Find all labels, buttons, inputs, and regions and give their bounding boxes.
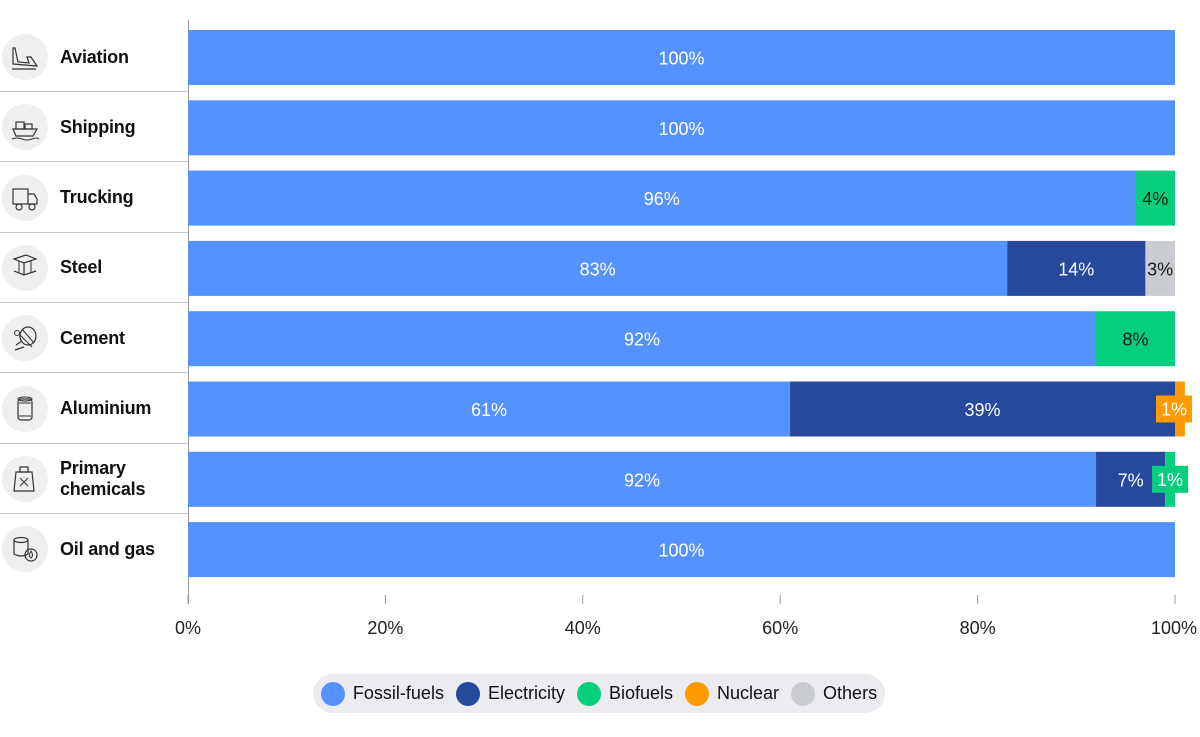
data-label: 83%	[580, 259, 616, 279]
category-label: Cement	[60, 327, 125, 348]
bar-segment-others	[1145, 240, 1175, 296]
legend-label: Nuclear	[717, 683, 780, 703]
legend-label: Fossil-fuels	[352, 683, 444, 703]
legend-swatch	[685, 681, 710, 706]
legend-swatch	[320, 681, 345, 706]
bar-segment-biofuels	[1135, 170, 1175, 226]
bar-segment-electricity	[1007, 240, 1146, 296]
data-label: 1%	[1157, 470, 1183, 490]
category-row-label: Aluminium	[0, 374, 188, 444]
data-label: 96%	[644, 189, 680, 209]
data-label: 4%	[1142, 189, 1168, 209]
chemical-canister-icon	[2, 455, 48, 502]
legend-item: Electricity	[455, 681, 565, 706]
category-label: Shipping	[60, 116, 136, 137]
category-row-label: Cement	[0, 303, 188, 374]
data-label-tag	[1152, 465, 1189, 493]
data-label: 3%	[1147, 259, 1173, 279]
can-icon	[2, 385, 48, 432]
data-label: 92%	[624, 330, 660, 350]
legend-swatch	[576, 681, 601, 706]
x-tick-label: 20%	[367, 618, 403, 638]
legend-item: Biofuels	[576, 681, 674, 706]
x-tick-label: 40%	[565, 618, 601, 638]
category-label: Primary chemicals	[60, 457, 146, 499]
legend-item: Nuclear	[685, 681, 780, 706]
legend: Fossil-fuels Electricity Biofuels Nuclear Ot…	[313, 674, 885, 713]
category-label: Oil and gas	[60, 538, 155, 559]
airplane-icon	[2, 34, 48, 80]
data-label: 8%	[1123, 330, 1149, 350]
category-row-label: Trucking	[0, 163, 188, 233]
bar-segment-electricity	[790, 381, 1175, 437]
category-row-label: Shipping	[0, 92, 188, 163]
data-label: 61%	[471, 400, 507, 420]
category-row-label: Oil and gas	[0, 514, 188, 584]
x-tick-label: 80%	[960, 618, 996, 638]
legend-item: Others	[791, 681, 878, 706]
bar-segment-biofuels	[1096, 311, 1175, 367]
data-label: 100%	[658, 49, 704, 69]
category-row-label: Aviation	[0, 22, 188, 92]
legend-swatch	[791, 681, 816, 706]
data-label: 39%	[965, 400, 1001, 420]
category-row-label: Steel	[0, 233, 188, 303]
category-label: Aluminium	[60, 398, 152, 418]
data-label: 7%	[1118, 470, 1144, 490]
bar-segment-fossil-fuels	[188, 30, 1175, 85]
data-label-tag	[1156, 395, 1192, 423]
data-label: 100%	[658, 541, 704, 561]
truck-icon	[2, 174, 48, 221]
bar-segment-fossil-fuels	[188, 381, 791, 437]
steel-beam-icon	[2, 244, 48, 291]
oil-barrel-icon	[2, 526, 48, 573]
x-tick-label: 60%	[762, 618, 798, 638]
bar-segment-fossil-fuels	[188, 522, 1175, 578]
data-label: 1%	[1161, 400, 1187, 420]
data-label: 92%	[624, 470, 660, 490]
data-label: 14%	[1058, 259, 1094, 279]
x-tick-label: 100%	[1151, 618, 1197, 638]
bar-segment-fossil-fuels	[188, 170, 1136, 226]
category-row-label: Primary chemicals	[0, 444, 188, 514]
bar-segment-fossil-fuels	[188, 451, 1097, 507]
plot-area: 100% 100% 96% 4% 83% 14% 3% 92% 8% 61% 39% 1% 92% 7% 1…	[175, 20, 1197, 638]
legend-label: Others	[823, 683, 878, 703]
bar-segment-fossil-fuels	[188, 311, 1097, 367]
x-tick-label: 0%	[175, 618, 201, 638]
legend-label: Electricity	[487, 683, 565, 703]
data-label: 100%	[658, 119, 704, 139]
legend-swatch	[455, 681, 480, 706]
ship-icon	[2, 104, 48, 151]
cement-mixer-icon	[2, 315, 48, 362]
legend-label: Biofuels	[608, 683, 674, 703]
category-label: Aviation	[60, 46, 129, 67]
category-label: Steel	[60, 257, 103, 278]
category-label: Trucking	[60, 187, 134, 208]
legend-item: Fossil-fuels	[320, 681, 444, 706]
bar-segment-fossil-fuels	[188, 240, 1008, 296]
bar-segment-fossil-fuels	[188, 100, 1175, 156]
